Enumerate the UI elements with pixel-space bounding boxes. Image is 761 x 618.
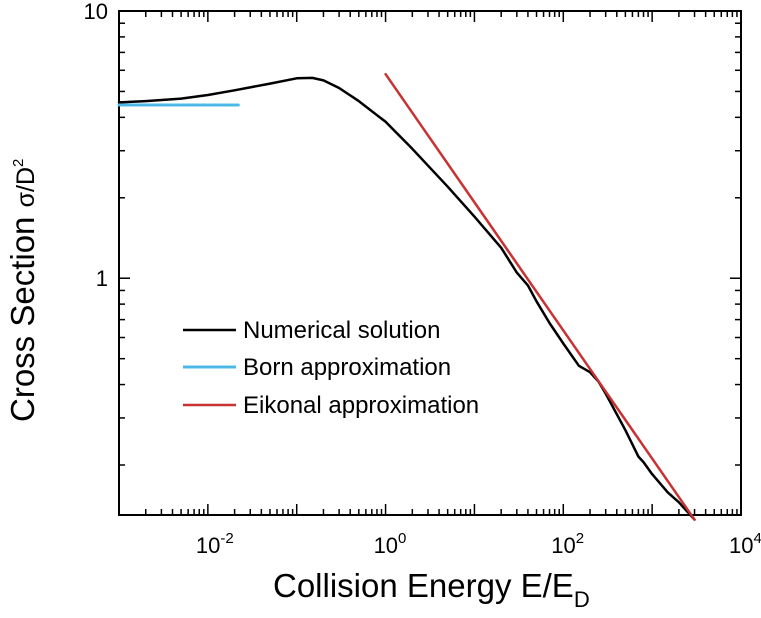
- x-tick-label-base: 10: [196, 533, 220, 558]
- x-tick-label: 10-2: [196, 530, 234, 558]
- x-tick-label-base: 10: [374, 533, 398, 558]
- series-line-eikonal: [384, 72, 696, 521]
- series-layer: [117, 72, 696, 521]
- y-axis-title-superscript: 2: [10, 159, 27, 167]
- x-tick-label: 104: [729, 530, 761, 558]
- x-tick-label-base: 10: [551, 533, 575, 558]
- x-tick-label-exponent: -2: [220, 530, 233, 547]
- x-tick-label-exponent: 0: [398, 530, 406, 547]
- legend-label-eikonal: Eikonal approximation: [243, 392, 479, 419]
- legend-label-born: Born approximation: [243, 354, 451, 381]
- x-tick-label-exponent: 4: [753, 530, 761, 547]
- y-axis-title-symbol: σ/D: [12, 167, 40, 207]
- x-axis-title-main: Collision Energy E/E: [273, 567, 574, 604]
- y-tick-label: 1: [96, 266, 108, 291]
- x-axis-title: Collision Energy E/ED: [273, 567, 590, 612]
- x-tick-label: 100: [374, 530, 407, 558]
- y-axis-title-main: Cross Section: [4, 207, 41, 422]
- legend-label-numerical: Numerical solution: [243, 317, 440, 344]
- legend: Numerical solution Born approximation Ei…: [183, 317, 479, 419]
- tick-marks: [118, 10, 742, 515]
- y-axis-title: Cross Section σ/D2: [4, 159, 41, 422]
- x-tick-label-exponent: 2: [576, 530, 584, 547]
- series-line-numerical: [117, 76, 696, 521]
- x-axis-title-subscript: D: [574, 587, 590, 612]
- y-tick-label: 10: [84, 0, 108, 24]
- x-tick-label: 102: [551, 530, 584, 558]
- plot-frame: [118, 10, 742, 516]
- x-tick-label-base: 10: [729, 533, 753, 558]
